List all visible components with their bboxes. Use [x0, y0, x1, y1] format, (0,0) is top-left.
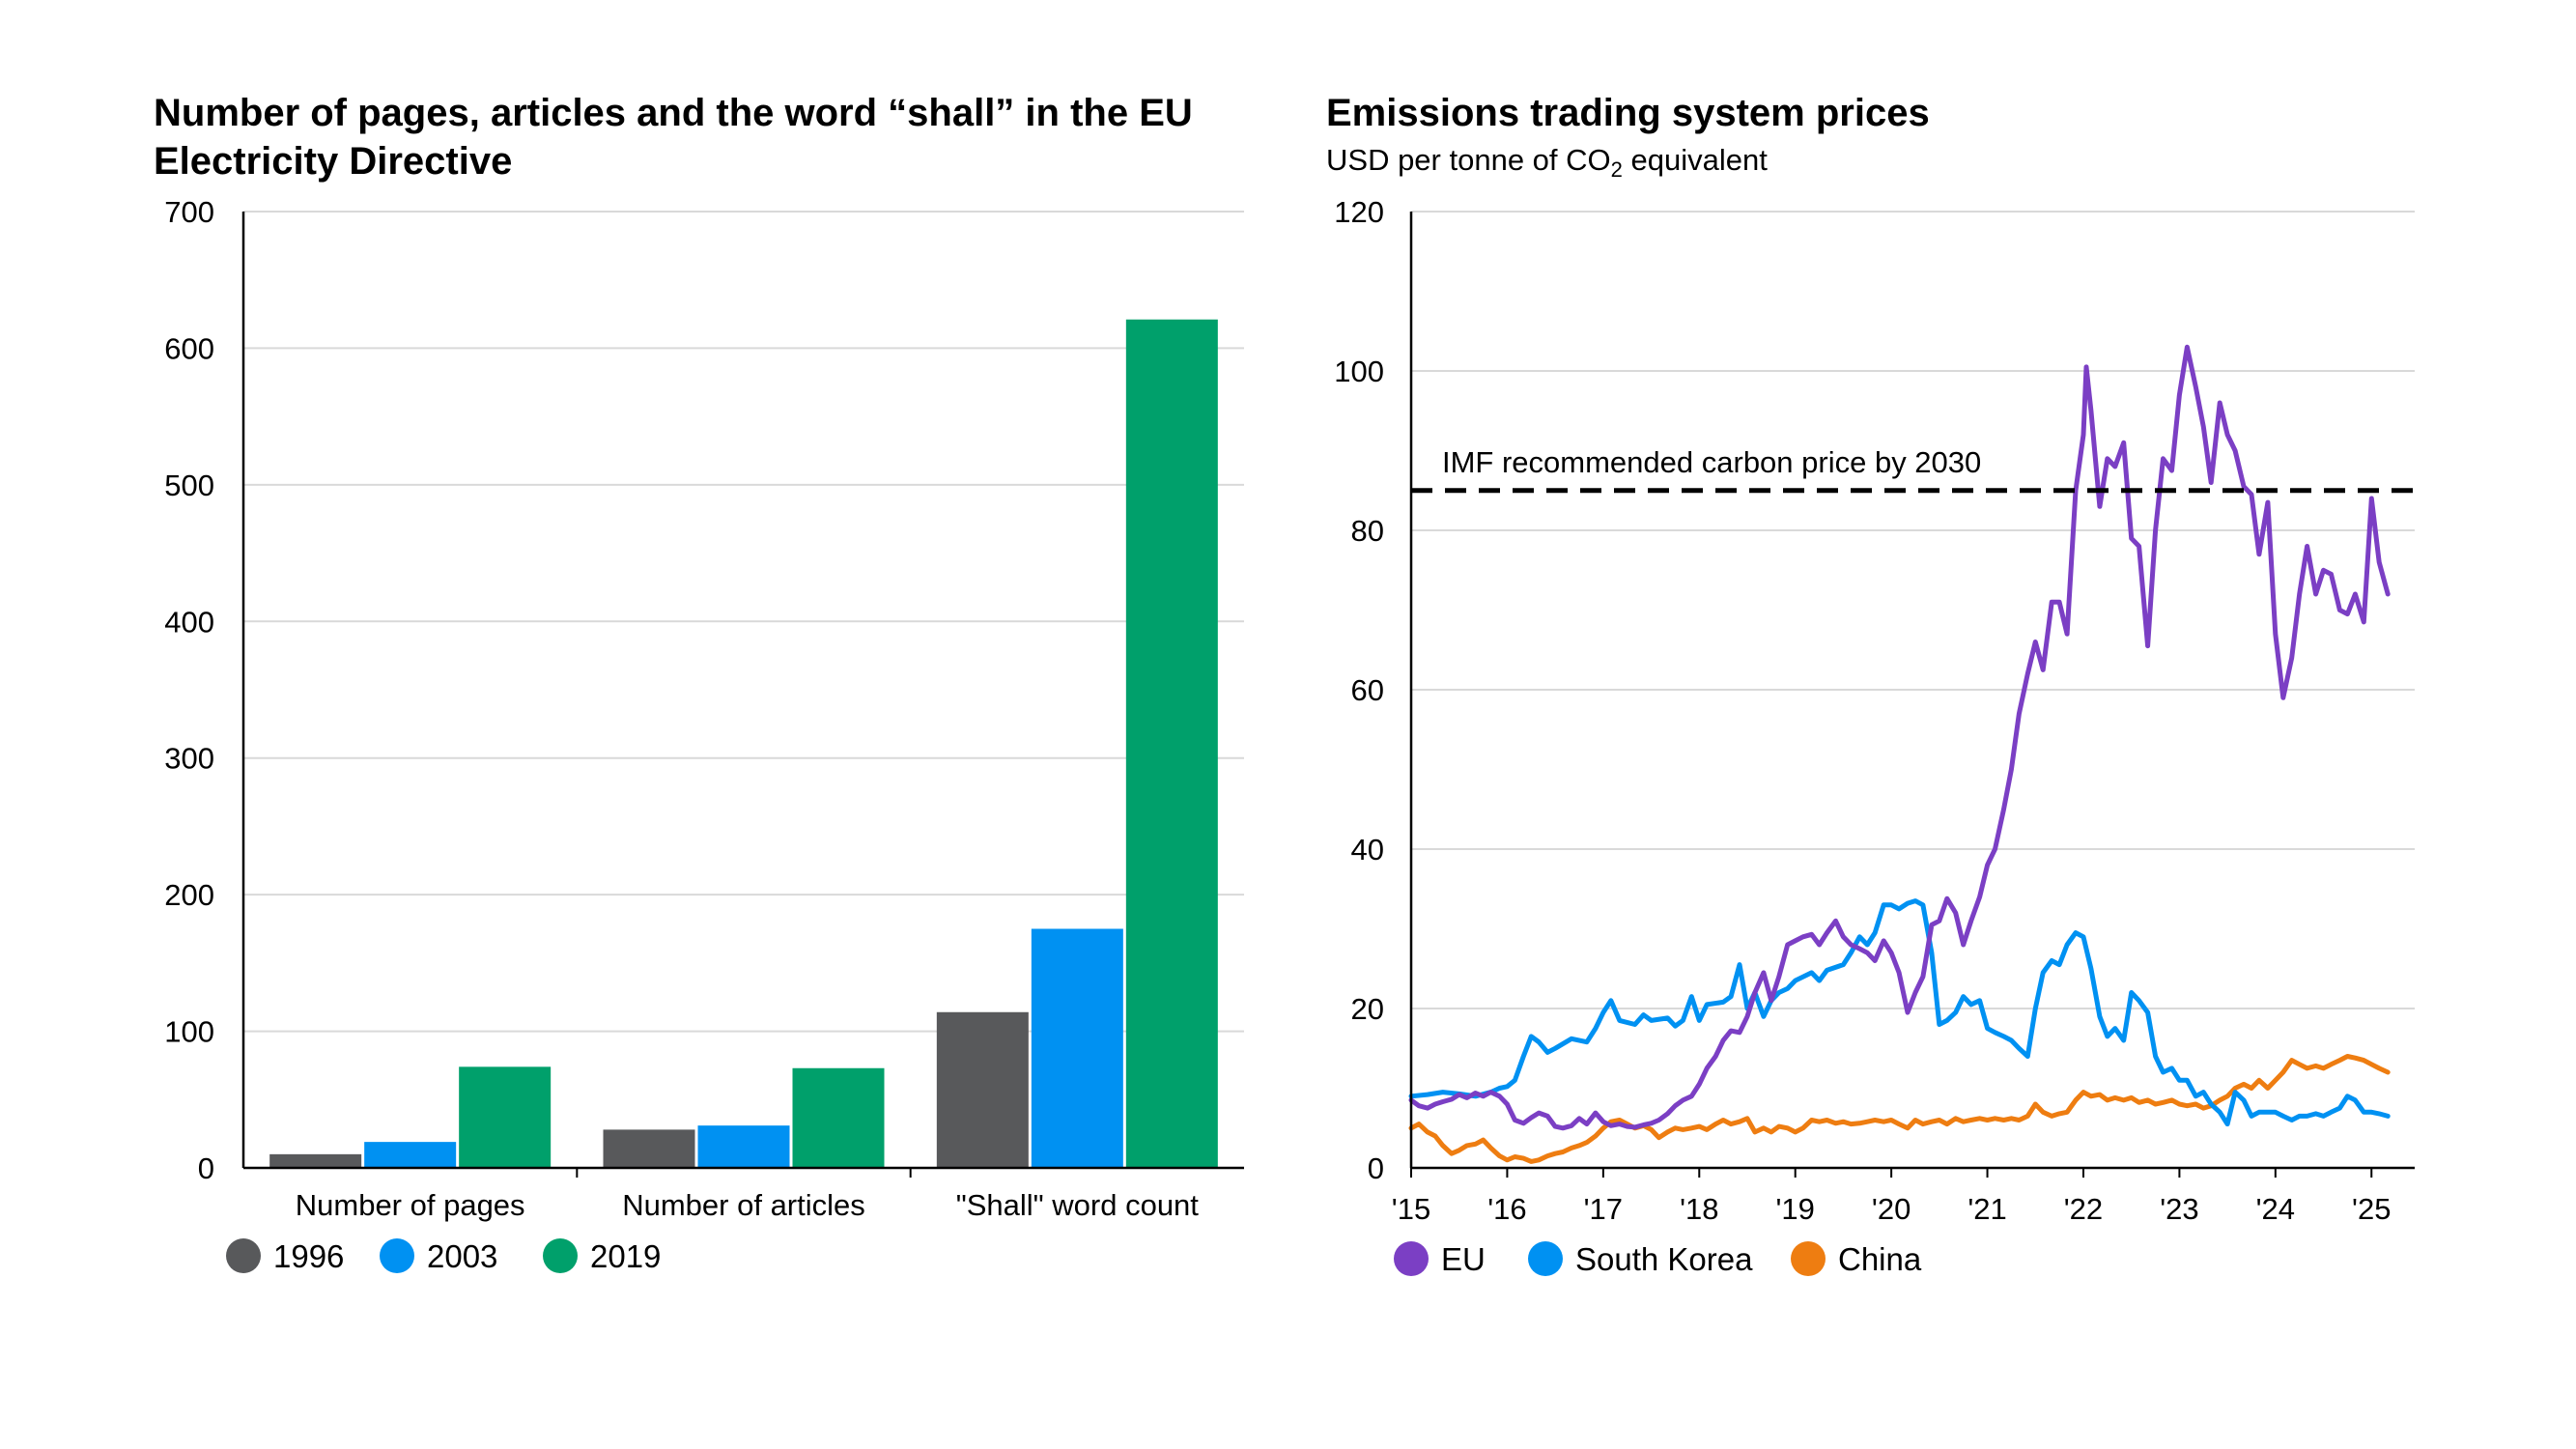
legend-marker	[226, 1238, 261, 1273]
right-chart-title: Emissions trading system prices	[1326, 92, 1930, 134]
legend-marker	[1394, 1241, 1429, 1276]
legend-marker	[1791, 1241, 1826, 1276]
y-tick-label: 120	[1334, 195, 1384, 229]
legend-label: 2019	[590, 1238, 661, 1274]
y-tick-label: 600	[164, 331, 214, 365]
y-tick-label: 500	[164, 469, 214, 502]
legend-label: EU	[1441, 1241, 1486, 1277]
bar	[792, 1067, 885, 1168]
x-tick-label: '15	[1392, 1192, 1430, 1226]
series-line	[1408, 898, 2391, 1127]
x-tick-label: '19	[1776, 1192, 1815, 1226]
x-tick-label: '25	[2352, 1192, 2391, 1226]
series-line	[1408, 344, 2391, 1131]
y-tick-label: 300	[164, 742, 214, 776]
reference-line-label: IMF recommended carbon price by 2030	[1442, 445, 1981, 479]
subtitle-subscript: 2	[1610, 157, 1623, 183]
y-tick-label: 60	[1351, 673, 1384, 707]
legend-label: China	[1838, 1241, 1922, 1277]
y-tick-label: 100	[1334, 355, 1384, 388]
legend-label: 1996	[273, 1238, 344, 1274]
bar	[269, 1153, 362, 1168]
subtitle-suffix: equivalent	[1622, 143, 1768, 177]
legend-marker	[380, 1238, 414, 1273]
bar	[1031, 928, 1123, 1168]
bar	[936, 1011, 1029, 1168]
bar	[364, 1142, 457, 1168]
y-tick-label: 40	[1351, 833, 1384, 867]
line-chart: 0 20 40 60 80 100 120 '15 '16 '17 '18 '19 '20 '21 '22 '…	[1334, 195, 2415, 1277]
y-tick-label: 400	[164, 605, 214, 639]
bar	[697, 1125, 790, 1168]
subtitle-prefix: USD per tonne of CO	[1326, 143, 1611, 177]
y-tick-label: 100	[164, 1015, 214, 1049]
bar	[459, 1066, 552, 1168]
legend-marker	[1528, 1241, 1563, 1276]
x-tick-label: Number of articles	[622, 1188, 865, 1222]
x-tick-label: '23	[2160, 1192, 2198, 1226]
legend-marker	[543, 1238, 578, 1273]
x-tick-label: '17	[1584, 1192, 1623, 1226]
legend-label: 2003	[427, 1238, 497, 1274]
x-tick-label: '18	[1680, 1192, 1718, 1226]
x-tick-label: "Shall" word count	[956, 1188, 1200, 1222]
y-tick-label: 0	[198, 1151, 214, 1185]
y-tick-label: 200	[164, 878, 214, 912]
right-chart-subtitle: USD per tonne of CO2 equivalent	[1326, 141, 1768, 189]
x-tick-label: '16	[1487, 1192, 1526, 1226]
left-chart-title: Number of pages, articles and the word “…	[154, 92, 1193, 183]
bar	[1125, 319, 1218, 1168]
bar	[603, 1129, 695, 1168]
x-tick-label: '22	[2064, 1192, 2103, 1226]
x-tick-label: '21	[1967, 1192, 2006, 1226]
x-tick-label: '20	[1872, 1192, 1911, 1226]
y-tick-label: 80	[1351, 514, 1384, 548]
bar-chart: 0 100 200 300 400 500 600 700 Number of pages Num…	[164, 195, 1244, 1274]
x-tick-label: '24	[2256, 1192, 2295, 1226]
y-tick-label: 0	[1368, 1151, 1384, 1185]
y-tick-label: 700	[164, 195, 214, 229]
y-tick-label: 20	[1351, 992, 1384, 1026]
legend-label: South Korea	[1575, 1241, 1753, 1277]
x-tick-label: Number of pages	[296, 1188, 525, 1222]
series-line	[1408, 1054, 2391, 1164]
